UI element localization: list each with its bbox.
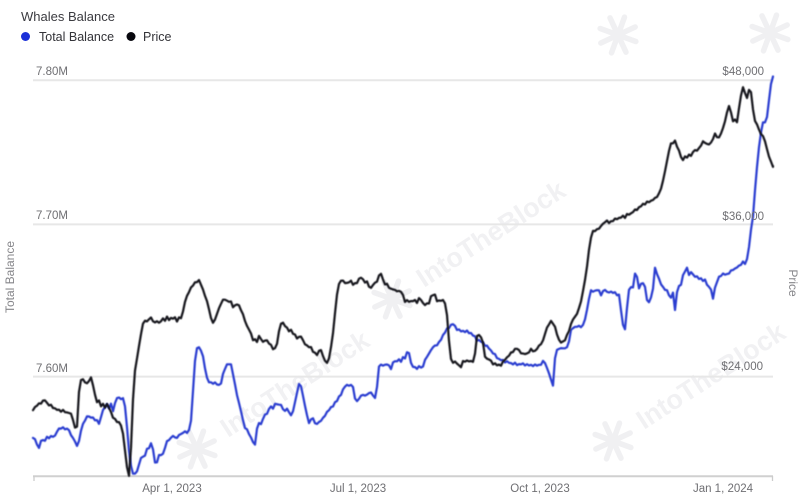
svg-text:Jan 1, 2024: Jan 1, 2024 bbox=[693, 483, 754, 495]
svg-text:Total Balance: Total Balance bbox=[3, 241, 17, 313]
svg-text:7.80M: 7.80M bbox=[36, 66, 68, 78]
svg-text:Jul 1, 2023: Jul 1, 2023 bbox=[330, 483, 386, 495]
svg-text:7.60M: 7.60M bbox=[36, 363, 68, 375]
svg-text:Whales Balance: Whales Balance bbox=[21, 9, 115, 24]
svg-text:7.70M: 7.70M bbox=[36, 210, 68, 222]
svg-text:$36,000: $36,000 bbox=[722, 211, 764, 223]
svg-text:$24,000: $24,000 bbox=[721, 361, 763, 373]
svg-text:$48,000: $48,000 bbox=[722, 66, 764, 78]
svg-text:Price: Price bbox=[143, 30, 172, 44]
svg-text:Price: Price bbox=[786, 269, 800, 297]
svg-text:Total Balance: Total Balance bbox=[39, 30, 114, 44]
svg-text:Oct 1, 2023: Oct 1, 2023 bbox=[510, 483, 569, 495]
svg-text:Apr 1, 2023: Apr 1, 2023 bbox=[142, 483, 201, 495]
